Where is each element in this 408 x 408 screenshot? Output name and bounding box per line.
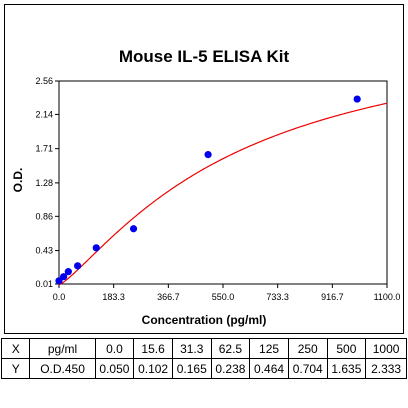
table-cell: 0.102 [133, 358, 173, 379]
x-tick-label: 733.3 [266, 292, 289, 302]
table-cell: 0.238 [210, 358, 251, 379]
table-row-y: Y O.D.450 0.050 0.102 0.165 0.238 0.464 0.704 1.… [0, 358, 407, 379]
chart-title: Mouse IL-5 ELISA Kit [119, 47, 290, 66]
table-cell: 0.165 [171, 358, 212, 379]
x-axis-label: Concentration (pg/ml) [142, 313, 267, 327]
table-row-header: X [0, 338, 31, 359]
table-cell: 125 [249, 338, 289, 359]
table-unit-cell: O.D.450 [29, 358, 96, 379]
x-axis: 0.0 183.3 366.7 550.0 733.3 916.7 1100.0 [53, 284, 401, 302]
y-tick-label: 0.01 [35, 279, 53, 289]
data-point [353, 95, 361, 103]
fit-curve [58, 102, 388, 286]
table-unit-cell: pg/ml [29, 338, 96, 359]
chart: Mouse IL-5 ELISA Kit Concentration (pg/m… [4, 4, 404, 334]
y-axis: 0.01 0.43 0.86 1.28 1.71 2.14 2.56 [35, 76, 59, 289]
y-tick-label: 0.86 [35, 211, 53, 221]
y-tick-label: 2.14 [35, 109, 53, 119]
y-tick-label: 1.28 [35, 178, 53, 188]
y-tick-label: 2.56 [35, 76, 53, 86]
y-tick-label: 0.43 [35, 246, 53, 256]
table-cell: 15.6 [133, 338, 173, 359]
table-cell: 1.635 [326, 358, 367, 379]
table-cell: 0.464 [249, 358, 289, 379]
x-tick-label: 916.7 [321, 292, 344, 302]
x-tick-label: 0.0 [53, 292, 66, 302]
table-cell: 250 [287, 338, 328, 359]
data-point [129, 225, 138, 233]
table-cell: 1000 [365, 338, 407, 359]
table-cell: 2.333 [365, 358, 407, 379]
data-point [64, 268, 72, 276]
y-axis-label: O.D. [11, 168, 25, 193]
table-cell: 62.5 [210, 338, 251, 359]
data-point [92, 244, 100, 252]
table-row-header: Y [0, 358, 31, 379]
chart-panel: Mouse IL-5 ELISA Kit Concentration (pg/m… [4, 4, 404, 334]
x-tick-label: 183.3 [102, 292, 125, 302]
table-cell: 31.3 [171, 338, 212, 359]
data-point [60, 273, 68, 281]
data-points [55, 95, 361, 285]
x-tick-label: 1100.0 [374, 292, 401, 302]
table-cell: 500 [326, 338, 367, 359]
data-point [55, 277, 63, 285]
table-cell: 0.050 [94, 358, 135, 379]
table-cell: 0.704 [287, 358, 328, 379]
x-tick-label: 366.7 [157, 292, 180, 302]
data-point [204, 151, 212, 159]
data-point [74, 262, 82, 270]
y-tick-label: 1.71 [35, 144, 53, 154]
x-tick-label: 550.0 [212, 292, 235, 302]
table-cell: 0.0 [94, 338, 135, 359]
